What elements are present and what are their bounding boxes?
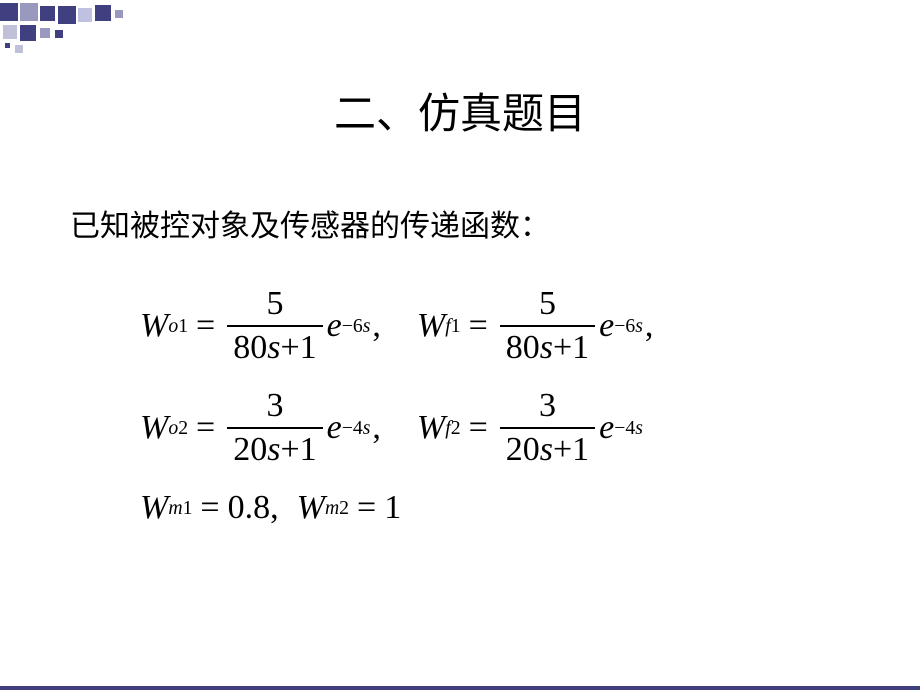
exp-superscript: −6s [614, 315, 643, 338]
subtitle-text: 已知被控对象及传感器的传递函数： [70, 210, 550, 243]
equation-variable: W [140, 489, 168, 527]
denominator: 80s+1 [227, 325, 322, 367]
deco-square [40, 28, 50, 38]
exp-base: e [599, 409, 614, 447]
equation-subscript: m1 [168, 497, 192, 520]
exp-base: e [327, 409, 342, 447]
deco-square [20, 3, 38, 21]
equation-variable: W [417, 307, 445, 345]
equation-row: Wm1=0.8,Wm2=1 [140, 489, 920, 527]
equation-subscript: o2 [168, 417, 188, 440]
corner-decoration [0, 0, 200, 60]
equals-sign: = [200, 489, 219, 527]
deco-square [95, 5, 111, 21]
deco-square [40, 6, 55, 21]
equals-sign: = [357, 489, 376, 527]
exp-base: e [327, 307, 342, 345]
equation-text: 1 [384, 489, 401, 527]
bottom-accent-bar [0, 686, 920, 690]
title-text: 二、仿真题目 [334, 92, 586, 138]
equation-subscript: o1 [168, 315, 188, 338]
equation-block: Wo1=580s+1e−6s,Wf1=580s+1e−6s,Wo2=320s+1… [0, 245, 920, 527]
equation-row: Wo1=580s+1e−6s,Wf1=580s+1e−6s, [140, 285, 920, 367]
equation-row: Wo2=320s+1e−4s,Wf2=320s+1e−4s [140, 387, 920, 469]
denominator: 20s+1 [500, 427, 595, 469]
equation-variable: W [297, 489, 325, 527]
exp-base: e [599, 307, 614, 345]
numerator: 5 [533, 285, 562, 325]
exp-superscript: −4s [342, 417, 371, 440]
equals-sign: = [196, 307, 215, 345]
equals-sign: = [469, 409, 488, 447]
deco-square [5, 43, 10, 48]
fraction: 580s+1 [227, 285, 322, 367]
exp-superscript: −4s [614, 417, 643, 440]
deco-square [3, 25, 17, 39]
denominator: 20s+1 [227, 427, 322, 469]
equation-variable: W [140, 307, 168, 345]
comma: , [645, 307, 654, 345]
deco-square [15, 45, 23, 53]
equation-variable: W [417, 409, 445, 447]
equation-variable: W [140, 409, 168, 447]
exp-superscript: −6s [342, 315, 371, 338]
equals-sign: = [196, 409, 215, 447]
fraction: 320s+1 [500, 387, 595, 469]
numerator: 5 [260, 285, 289, 325]
denominator: 80s+1 [500, 325, 595, 367]
deco-square [55, 30, 63, 38]
deco-square [115, 10, 123, 18]
equals-sign: = [469, 307, 488, 345]
deco-square [0, 3, 18, 21]
deco-square [20, 25, 36, 41]
numerator: 3 [260, 387, 289, 427]
comma: , [372, 307, 381, 345]
equation-subscript: f1 [445, 315, 460, 338]
equation-subscript: f2 [445, 417, 460, 440]
deco-square [78, 8, 92, 22]
slide-subtitle: 已知被控对象及传感器的传递函数： [0, 141, 920, 245]
equation-text: 0.8, [228, 489, 279, 527]
fraction: 320s+1 [227, 387, 322, 469]
fraction: 580s+1 [500, 285, 595, 367]
equation-subscript: m2 [325, 497, 349, 520]
numerator: 3 [533, 387, 562, 427]
comma: , [372, 409, 381, 447]
deco-square [58, 6, 76, 24]
